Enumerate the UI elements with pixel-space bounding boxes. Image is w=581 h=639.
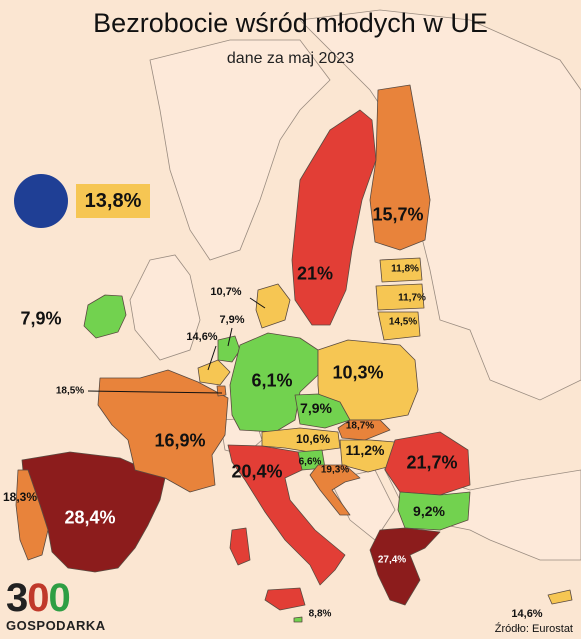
- country-sardinia: [229, 527, 251, 566]
- label-ireland: 7,9%: [20, 308, 62, 329]
- logo-digits: 300: [6, 578, 106, 618]
- country-belgium: [197, 359, 231, 386]
- label-germany: 6,1%: [251, 370, 293, 391]
- country-ireland: [83, 294, 127, 339]
- country-estonia: [379, 257, 423, 283]
- country-bulgaria: [397, 491, 471, 531]
- label-latvia: 11,7%: [398, 292, 426, 304]
- logo-digit-2: 0: [27, 576, 49, 620]
- label-finland: 15,7%: [372, 204, 424, 225]
- leader-line-luxembourg: [87, 390, 223, 394]
- country-sweden: [291, 109, 377, 326]
- label-portugal: 18,3%: [2, 490, 38, 504]
- country-malta: [293, 616, 303, 623]
- logo-text: GOSPODARKA: [6, 618, 106, 633]
- label-spain: 28,4%: [64, 507, 116, 528]
- eu-average-value: 13,8%: [76, 184, 150, 218]
- label-malta: 8,8%: [308, 608, 332, 620]
- label-luxembourg: 18,5%: [55, 385, 85, 397]
- label-croatia: 19,3%: [320, 464, 350, 476]
- label-estonia: 11,8%: [391, 263, 419, 275]
- leader-line-denmark: [249, 297, 266, 309]
- logo-digit-3: 0: [48, 576, 71, 620]
- brand-logo: 300 GOSPODARKA: [6, 578, 106, 633]
- country-cyprus: [547, 589, 573, 605]
- label-france: 16,9%: [154, 430, 206, 451]
- label-belgium: 14,6%: [186, 331, 218, 343]
- country-sicily: [264, 587, 306, 611]
- label-netherlands: 7,9%: [219, 314, 245, 326]
- source-note: Źródło: Eurostat: [494, 623, 573, 635]
- label-cyprus: 14,6%: [511, 608, 543, 620]
- label-slovakia: 18,7%: [345, 420, 375, 432]
- country-denmark: [255, 283, 291, 329]
- country-germany: [229, 332, 319, 433]
- country-france: [97, 369, 229, 493]
- label-romania: 21,7%: [406, 452, 458, 473]
- map-title: Bezrobocie wśród młodych w UE: [93, 8, 488, 38]
- country-lithuania: [377, 311, 421, 341]
- label-italy: 20,4%: [231, 461, 283, 482]
- label-sweden: 21%: [296, 263, 334, 284]
- label-greece: 27,4%: [377, 554, 407, 566]
- country-greece: [369, 527, 441, 606]
- country-romania: [384, 431, 471, 496]
- label-hungary: 11,2%: [345, 442, 385, 458]
- label-austria: 10,6%: [295, 432, 331, 446]
- label-poland: 10,3%: [332, 362, 384, 383]
- country-netherlands: [217, 335, 241, 363]
- country-portugal: [15, 469, 49, 561]
- country-finland: [369, 84, 431, 251]
- country-luxembourg: [216, 385, 227, 397]
- country-italy: [227, 444, 346, 586]
- map-subtitle: dane za maj 2023: [226, 50, 355, 67]
- country-croatia: [309, 464, 361, 516]
- logo-digit-1: 3: [6, 576, 28, 620]
- country-latvia: [375, 283, 425, 311]
- leader-line-belgium: [207, 345, 217, 371]
- leader-line-netherlands: [227, 327, 233, 347]
- label-lithuania: 14,5%: [388, 316, 418, 328]
- label-slovenia: 6,6%: [298, 456, 322, 468]
- label-czechia: 7,9%: [300, 400, 332, 416]
- label-bulgaria: 9,2%: [413, 503, 445, 519]
- eu-flag-icon: [14, 174, 68, 228]
- label-denmark: 10,7%: [210, 286, 242, 298]
